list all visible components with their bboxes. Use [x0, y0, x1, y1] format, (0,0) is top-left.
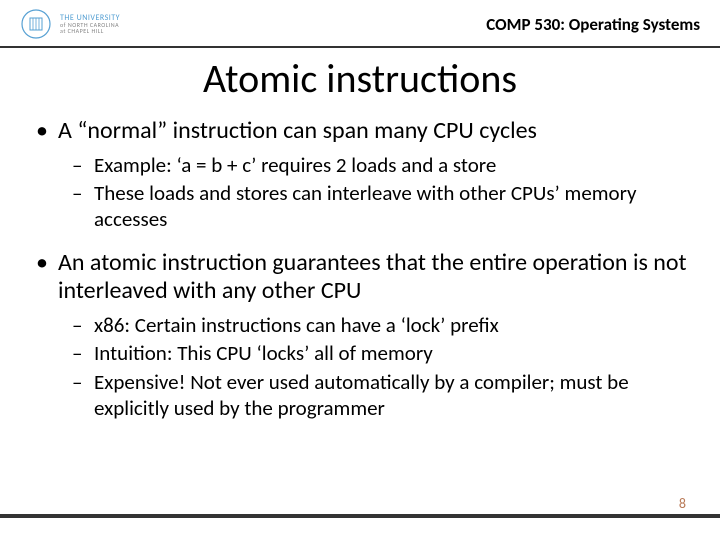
bullet-level2: –Expensive! Not ever used automatically … — [72, 369, 688, 422]
bullet-text: Intuition: This CPU ‘locks’ all of memor… — [94, 340, 688, 366]
bullet-text: Expensive! Not ever used automatically b… — [94, 369, 688, 422]
bullet-dash-icon: – — [72, 369, 94, 422]
slide-title: Atomic instructions — [0, 54, 720, 103]
content-area: •A “normal” instruction can span many CP… — [0, 103, 720, 421]
bullet-dash-icon: – — [72, 180, 94, 233]
bullet-text: An atomic instruction guarantees that th… — [58, 249, 688, 307]
bullet-text: Example: ‘a = b + c’ requires 2 loads an… — [94, 152, 688, 178]
bullet-level1: •A “normal” instruction can span many CP… — [32, 117, 688, 146]
bullet-text: x86: Certain instructions can have a ‘lo… — [94, 312, 688, 338]
logo-line3: at CHAPEL HILL — [60, 28, 120, 34]
bullet-dash-icon: – — [72, 152, 94, 178]
logo-block: THE UNIVERSITY of NORTH CAROLINA at CHAP… — [20, 8, 120, 40]
logo-text: THE UNIVERSITY of NORTH CAROLINA at CHAP… — [60, 14, 120, 34]
bullet-level1: •An atomic instruction guarantees that t… — [32, 249, 688, 307]
course-title: COMP 530: Operating Systems — [486, 14, 700, 35]
bullet-level2: –These loads and stores can interleave w… — [72, 180, 688, 233]
bullet-dash-icon: – — [72, 340, 94, 366]
bullet-level2: –x86: Certain instructions can have a ‘l… — [72, 312, 688, 338]
footer-bar — [0, 514, 720, 518]
bullet-level2: –Example: ‘a = b + c’ requires 2 loads a… — [72, 152, 688, 178]
bullet-text: These loads and stores can interleave wi… — [94, 180, 688, 233]
bullet-level2: –Intuition: This CPU ‘locks’ all of memo… — [72, 340, 688, 366]
bullet-dash-icon: – — [72, 312, 94, 338]
unc-seal-icon — [20, 8, 52, 40]
header: THE UNIVERSITY of NORTH CAROLINA at CHAP… — [0, 0, 720, 48]
bullet-text: A “normal” instruction can span many CPU… — [58, 117, 688, 146]
page-number: 8 — [679, 495, 686, 512]
bullet-dot-icon: • — [32, 249, 58, 307]
bullet-dot-icon: • — [32, 117, 58, 146]
